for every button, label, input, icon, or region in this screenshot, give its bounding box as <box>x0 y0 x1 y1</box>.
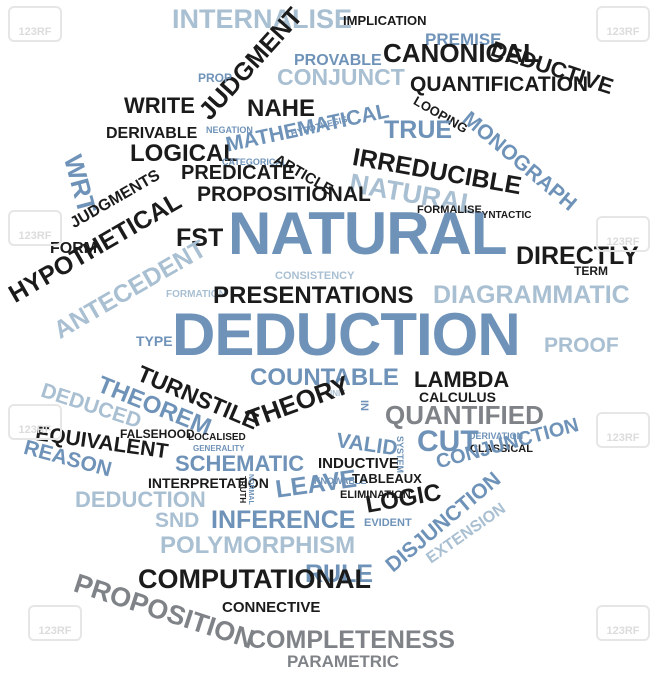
cloud-word-presentations: PRESENTATIONS <box>213 282 414 309</box>
cloud-word-canonical: CANONICAL <box>383 38 539 68</box>
watermark-logo: 123RF <box>596 6 650 42</box>
cloud-word-diagrammatic: DIAGRAMMATIC <box>433 281 630 309</box>
cloud-word-fst: FST <box>176 224 224 252</box>
cloud-word-tableaux: TABLEAUX <box>352 471 422 486</box>
cloud-word-nahe: NAHE <box>247 95 316 122</box>
cloud-word-proof: PROOF <box>544 334 619 357</box>
cloud-word-consistency: CONSISTENCY <box>275 270 355 282</box>
cloud-word-localised: LOCALISED <box>188 432 246 443</box>
watermark-logo: 123RF <box>596 412 650 448</box>
cloud-word-knowable: KNOWABLE <box>314 476 367 486</box>
cloud-word-quantified: QUANTIFIED <box>385 400 544 430</box>
cloud-word-internalise: INTERNALISE <box>172 4 353 34</box>
cloud-word-computational: COMPUTATIONAL <box>138 564 371 594</box>
cloud-word-propositional: PROPOSITIONAL <box>197 183 371 206</box>
cloud-word-conjunct: CONJUNCT <box>277 64 405 90</box>
cloud-word-truth: TRUTH <box>238 476 247 504</box>
cloud-word-in: IN <box>358 400 370 411</box>
cloud-word-prop: PROP <box>198 71 233 85</box>
watermark-logo: 123RF <box>28 605 82 641</box>
cloud-word-inference: INFERENCE <box>211 506 356 534</box>
cloud-word-lambda: LAMBDA <box>414 367 510 392</box>
cloud-word-deduction: DEDUCTION <box>75 487 206 512</box>
cloud-word-falsehood: FALSEHOOD <box>120 427 195 441</box>
cloud-word-categorical: CATEGORICAL <box>222 157 288 167</box>
cloud-word-write: WRITE <box>124 93 195 118</box>
cloud-word-provable: PROVABLE <box>294 52 382 69</box>
cloud-word-form: FORM <box>50 240 98 257</box>
cloud-word-term: TERM <box>574 264 608 278</box>
cloud-word-predicate: PREDICATE <box>181 162 296 184</box>
watermark-logo: 123RF <box>8 210 62 246</box>
cloud-word-type: TYPE <box>136 333 173 349</box>
cloud-word-formalise: FORMALISE <box>417 204 482 216</box>
cloud-word-normal: NORMAL <box>247 474 254 505</box>
cloud-word-implication: IMPLICATION <box>343 13 427 28</box>
cloud-word-derivable: DERIVABLE <box>106 125 198 142</box>
cloud-word-cut: CUT <box>417 425 479 458</box>
cloud-word-deduction: DEDUCTION <box>172 301 521 368</box>
cloud-word-negation: NEGATION <box>206 125 253 135</box>
watermark-logo: 123RF <box>8 6 62 42</box>
cloud-word-directly: DIRECTLY <box>516 242 639 270</box>
cloud-word-calculus: CALCULUS <box>419 389 496 405</box>
cloud-word-countable: COUNTABLE <box>250 364 399 391</box>
cloud-word-schematic: SCHEMATIC <box>175 451 305 476</box>
cloud-word-parametric: PARAMETRIC <box>287 652 400 671</box>
cloud-word-natural: NATURAL <box>228 200 507 267</box>
cloud-word-init: INIT <box>330 389 346 398</box>
cloud-word-elimination: ELIMINATION <box>340 489 411 501</box>
cloud-word-classical: CLASSICAL <box>470 443 533 455</box>
cloud-word-evident: EVIDENT <box>364 517 412 529</box>
cloud-word-polymorphism: POLYMORPHISM <box>160 532 356 559</box>
cloud-word-premise: PREMISE <box>425 30 502 49</box>
cloud-word-interpretation: INTERPRETATION <box>148 475 269 491</box>
watermark-logo: 123RF <box>8 404 62 440</box>
cloud-word-connective: CONNECTIVE <box>222 599 321 616</box>
watermark-logo: 123RF <box>596 216 650 252</box>
cloud-word-inductive: INDUCTIVE <box>318 455 399 472</box>
cloud-word-formation: FORMATION <box>166 289 226 300</box>
cloud-word-syntactic: SYNTACTIC <box>475 210 532 221</box>
cloud-word-rule: RULE <box>305 560 374 588</box>
cloud-word-true: TRUE <box>384 116 453 144</box>
cloud-word-derivation: DERIVATION <box>469 431 524 441</box>
cloud-word-snd: SND <box>155 509 200 532</box>
cloud-word-logic: LOGIC <box>363 478 444 519</box>
cloud-word-quantification: QUANTIFICATION <box>410 73 589 96</box>
watermark-logo: 123RF <box>596 605 650 641</box>
cloud-word-completeness: COMPLETENESS <box>248 626 455 654</box>
cloud-word-generality: GENERALITY <box>193 444 245 453</box>
cloud-word-logical: LOGICAL <box>130 140 238 167</box>
